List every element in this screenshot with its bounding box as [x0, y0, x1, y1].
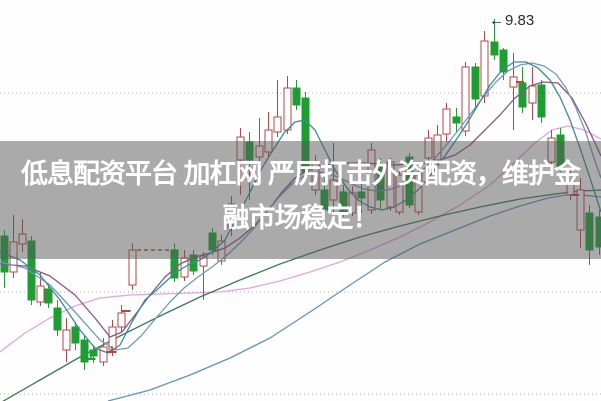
- price-annotation: ← 9.83: [489, 12, 534, 29]
- candle-up: [480, 40, 489, 97]
- caption-line-2: 融市场稳定！: [222, 203, 380, 233]
- price-annotation-value: 9.83: [505, 12, 535, 29]
- candle-down: [292, 87, 301, 106]
- caption-line-1: 低息配资平台 加杠网 严厉打击外资配资，维护金: [20, 159, 581, 189]
- candle-down: [537, 84, 546, 118]
- candle-up: [117, 312, 126, 328]
- candle-down: [499, 49, 508, 73]
- candle-up: [62, 329, 71, 351]
- candle-down: [44, 288, 53, 304]
- caption-banner: 低息配资平台 加杠网 严厉打击外资配资，维护金 融市场稳定！: [0, 141, 601, 259]
- candle-down: [71, 326, 80, 344]
- ma-pink-slow: [0, 125, 601, 353]
- arrow-left-icon: ←: [489, 12, 504, 29]
- candle-down: [518, 82, 527, 108]
- candle-up: [442, 108, 451, 135]
- candle-down: [89, 349, 98, 357]
- candle-up: [273, 116, 282, 133]
- candle-up: [99, 346, 108, 363]
- candle-down: [471, 66, 480, 100]
- candle-up: [528, 85, 537, 104]
- candle-up: [509, 76, 518, 88]
- candle-up: [461, 66, 470, 132]
- candle-down: [490, 41, 499, 56]
- candle-down: [80, 339, 89, 363]
- candle-up: [283, 87, 292, 131]
- candle-up: [36, 285, 45, 303]
- candle-down: [53, 307, 62, 331]
- candle-down: [452, 116, 461, 124]
